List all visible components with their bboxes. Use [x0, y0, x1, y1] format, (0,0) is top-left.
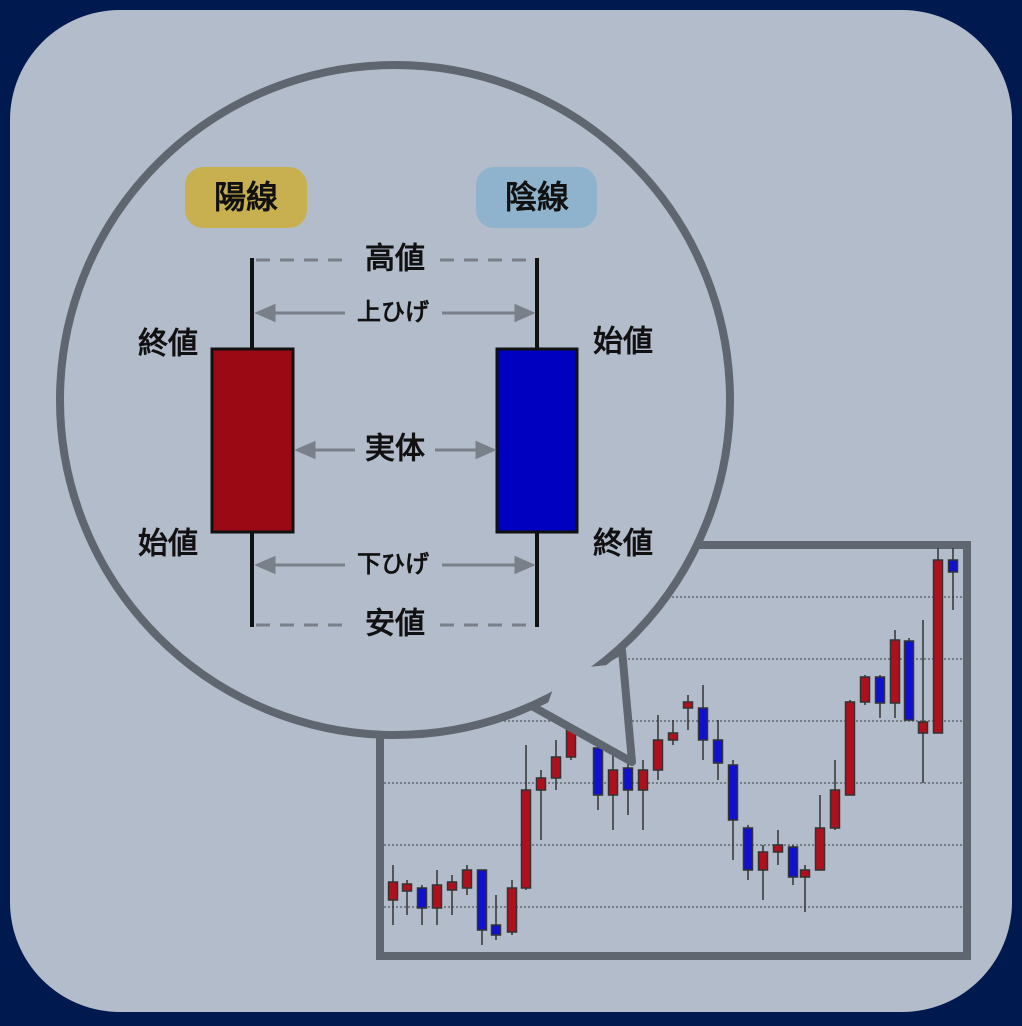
mini-candle [787, 846, 799, 878]
label: 高値 [365, 242, 425, 277]
mini-candle [652, 739, 664, 771]
mini-candle [637, 769, 649, 791]
mini-candle [829, 789, 841, 829]
mini-candle [859, 676, 871, 703]
mini-candle [476, 869, 488, 931]
mini-candle [682, 701, 694, 709]
badge-label: 陽線 [214, 178, 278, 216]
label: 下ひげ [357, 550, 430, 578]
label: 始値 [593, 325, 653, 360]
mini-candle [917, 721, 929, 734]
mini-candle [667, 732, 679, 741]
badge-label: 陰線 [505, 178, 569, 216]
candle-diagram: 陽線 陰線 高値 上ひげ 実体 下ひげ 安値 終値 始値 始値 終値 [138, 167, 653, 642]
mini-candle [461, 869, 473, 889]
mini-candle [874, 676, 886, 704]
mini-candle [727, 764, 739, 821]
mini-candle [889, 639, 901, 704]
mini-candle [535, 777, 547, 791]
mini-candle [607, 769, 619, 796]
mini-candle [814, 827, 826, 871]
label: 実体 [365, 432, 426, 467]
label: 終値 [593, 527, 653, 562]
mini-candle [506, 887, 518, 933]
mini-candle [387, 881, 399, 901]
mini-candle [742, 827, 754, 871]
mini-candle [520, 789, 532, 889]
mini-candle [592, 747, 604, 796]
speech-bubble [56, 61, 734, 766]
mini-candle [947, 559, 959, 573]
mini-candle [932, 559, 944, 734]
mini-candle [799, 869, 811, 878]
mini-candle [903, 640, 915, 721]
label: 上ひげ [357, 298, 430, 326]
label: 安値 [365, 607, 425, 642]
mini-candle [622, 767, 634, 791]
mini-candle [550, 756, 562, 779]
mini-candle [401, 883, 413, 892]
mini-candle [431, 884, 443, 909]
mini-candle [446, 881, 458, 891]
mini-candle [416, 887, 428, 909]
mini-candle [844, 701, 856, 796]
mini-candle [757, 851, 769, 871]
mini-candle [712, 739, 724, 764]
label: 始値 [138, 527, 198, 562]
mini-candle [490, 924, 502, 936]
mini-candle [697, 707, 709, 741]
mini-candle [772, 844, 784, 853]
label: 終値 [138, 327, 198, 362]
badge [185, 167, 307, 228]
badge [476, 167, 597, 228]
